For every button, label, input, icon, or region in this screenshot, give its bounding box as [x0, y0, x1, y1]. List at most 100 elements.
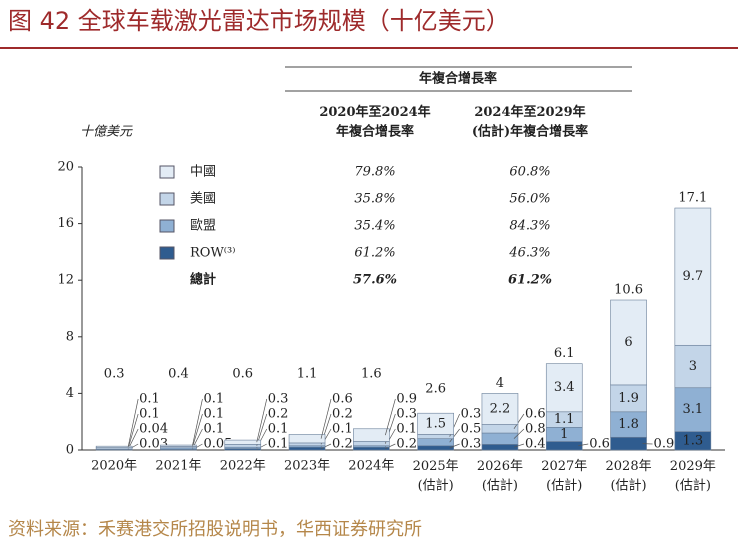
- legend-label: 歐盟: [190, 219, 216, 234]
- bar-segment: [674, 344, 712, 389]
- bar-segment: [545, 441, 583, 451]
- legend-swatch: [159, 246, 175, 260]
- bar-segment: [417, 445, 454, 451]
- y-tick-label: 8: [66, 329, 74, 344]
- y-tick-label: 20: [57, 160, 74, 175]
- value-label: 0.1: [332, 422, 353, 437]
- value-label: 0.1: [139, 392, 160, 407]
- bar-segment: [417, 412, 454, 435]
- bar-segment: [353, 441, 390, 447]
- bar-segment: [481, 393, 519, 425]
- value-label: 0.9: [396, 392, 417, 407]
- value-label: 0.1: [396, 422, 417, 437]
- bar-segment: [481, 432, 519, 445]
- bar-segment: [288, 446, 326, 451]
- bar-segment: [417, 434, 454, 439]
- leader-line: [127, 413, 139, 449]
- table-cell: 56.0%: [509, 192, 550, 207]
- y-tick-label: 16: [57, 216, 74, 231]
- value-label: 0.1: [203, 407, 224, 422]
- leader-line: [578, 443, 589, 447]
- bar-segment: [353, 446, 390, 451]
- table-title: 年複合增長率: [419, 71, 497, 87]
- x-tick-label: 2026年(估計): [477, 459, 523, 494]
- leader-line: [385, 443, 396, 449]
- value-label: 0.3: [461, 407, 482, 422]
- leader-line: [320, 398, 332, 439]
- value-label: 0.3: [396, 407, 417, 422]
- total-label: 0.3: [104, 367, 125, 382]
- value-label: 1: [560, 427, 568, 442]
- leader-line: [192, 413, 203, 448]
- value-label: 1.8: [618, 417, 639, 432]
- bar-segment: [160, 444, 197, 447]
- table-cell: 60.8%: [509, 165, 550, 180]
- value-label: 1.3: [683, 433, 704, 448]
- value-label: 2.2: [490, 401, 511, 416]
- table-column-header: 2020年至2024年年複合增長率: [319, 104, 430, 140]
- value-label: 0.2: [268, 407, 289, 422]
- table-cell: 57.6%: [353, 273, 397, 288]
- leader-line: [320, 443, 332, 449]
- bar-segment: [288, 442, 326, 447]
- value-label: 1.9: [618, 391, 639, 406]
- chart-title: 图 42 全球车载激光雷达市场规模（十亿美元）: [8, 7, 510, 35]
- bar-segment: [353, 428, 390, 442]
- table-cell: 79.8%: [354, 165, 395, 180]
- value-label: 1.5: [425, 416, 446, 431]
- leader-line: [192, 398, 203, 446]
- value-label: 0.4: [525, 437, 546, 452]
- leader-line: [513, 443, 525, 448]
- x-tick-label: 2023年: [284, 459, 330, 474]
- table-cell: 35.8%: [354, 192, 395, 207]
- bar-segment: [481, 424, 519, 434]
- leader-line: [449, 443, 460, 449]
- total-label: 0.4: [168, 367, 189, 382]
- leader-line: [127, 398, 139, 447]
- x-tick-label: 2020年: [91, 459, 137, 474]
- value-label: 0.2: [332, 407, 353, 422]
- total-label: 4: [496, 376, 504, 391]
- y-tick-label: 12: [57, 273, 74, 288]
- table-cell: 61.2%: [354, 246, 395, 261]
- x-tick-label: 2029年(估計): [670, 459, 716, 494]
- x-tick-label: 2028年(估計): [606, 459, 652, 494]
- total-label: 1.6: [361, 367, 382, 382]
- legend-label: 中國: [190, 165, 216, 180]
- value-label: 0.1: [268, 437, 289, 452]
- value-label: 3.1: [683, 402, 704, 417]
- legend-swatch: [159, 192, 175, 206]
- y-axis-label: 十億美元: [80, 125, 133, 140]
- leader-line: [385, 398, 396, 436]
- value-label: 0.3: [461, 437, 482, 452]
- value-label: 0.6: [589, 437, 610, 452]
- legend-label: ROW⁽³⁾: [190, 246, 235, 261]
- x-tick-label: 2027年(估計): [541, 459, 587, 494]
- total-label: 0.6: [232, 367, 253, 382]
- x-tick-label: 2022年: [220, 459, 266, 474]
- bar-segment: [288, 434, 326, 444]
- bar-segment: [610, 411, 647, 438]
- value-label: 0.9: [654, 437, 675, 452]
- value-label: 3: [689, 359, 697, 374]
- y-tick-label: 4: [66, 386, 74, 401]
- table-row-name: 總計: [190, 272, 216, 288]
- total-label: 17.1: [678, 191, 707, 206]
- value-label: 0.2: [332, 437, 353, 452]
- table-cell: 35.4%: [354, 219, 395, 234]
- bar-segment: [610, 299, 647, 386]
- value-label: 0.8: [525, 422, 546, 437]
- legend-swatch: [159, 165, 175, 179]
- bar-segment: [610, 384, 647, 413]
- leader-line: [449, 428, 460, 443]
- table-cell: 84.3%: [509, 219, 550, 234]
- x-tick-label: 2025年(估計): [413, 459, 459, 494]
- table-cell: 61.2%: [508, 273, 552, 288]
- total-label: 1.1: [297, 367, 318, 382]
- value-label: 0.1: [139, 407, 160, 422]
- bar-segment: [224, 444, 262, 448]
- leader-line: [256, 398, 268, 443]
- leader-line: [513, 428, 525, 439]
- value-label: 0.6: [332, 392, 353, 407]
